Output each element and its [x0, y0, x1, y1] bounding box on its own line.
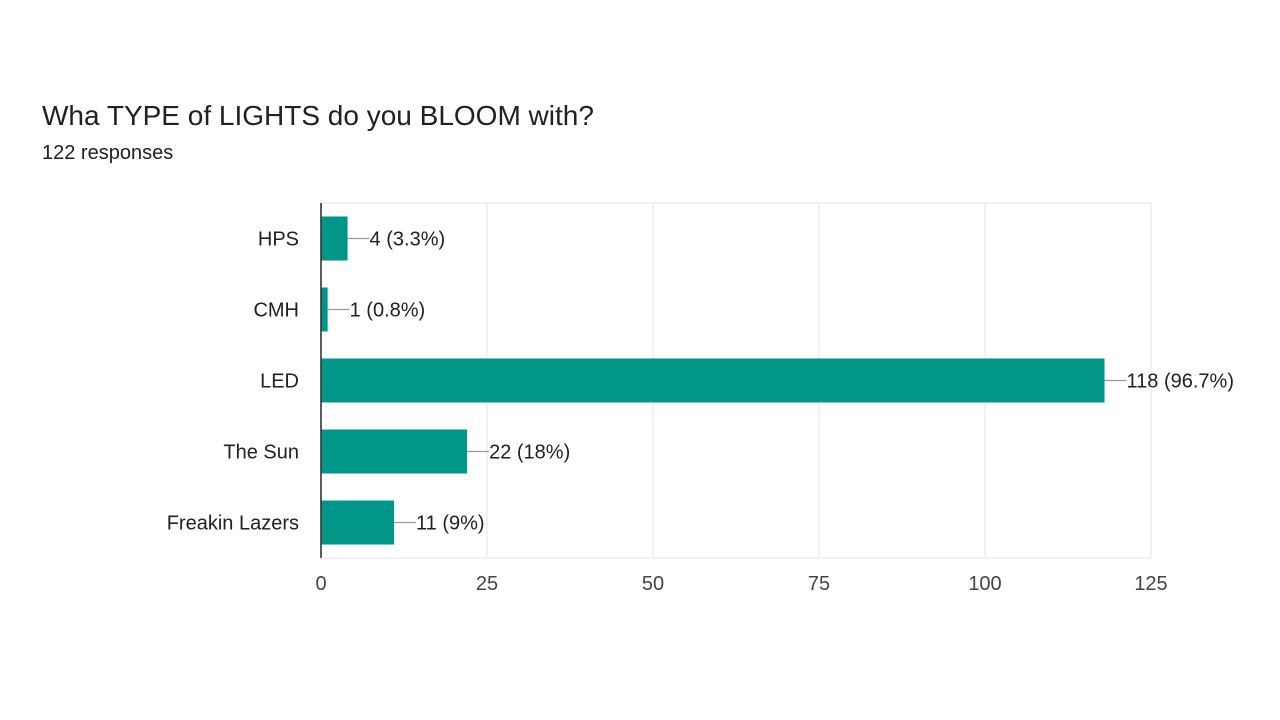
- x-tick-label: 75: [808, 573, 830, 595]
- bar-the-sun: [321, 429, 468, 474]
- x-tick-label: 50: [642, 573, 664, 595]
- category-label: LED: [260, 371, 299, 393]
- x-tick-label: 25: [476, 573, 498, 595]
- category-label: HPS: [258, 229, 299, 251]
- labels: 0 25 50 75 100 125 4 (3.3%) HPS 1 (0.8%) CMH 118 (…: [167, 229, 1234, 596]
- bars: [321, 216, 1105, 545]
- bar-value-label: 1 (0.8%): [350, 300, 426, 322]
- category-label: CMH: [253, 300, 299, 322]
- category-label: The Sun: [223, 442, 299, 464]
- bar-led: [321, 358, 1105, 403]
- x-tick-label: 0: [315, 573, 326, 595]
- chart-title: Wha TYPE of LIGHTS do you BLOOM with?: [42, 100, 594, 131]
- bar-freakin-lazers: [321, 500, 395, 545]
- bar-value-label: 118 (96.7%): [1127, 371, 1234, 393]
- x-tick-label: 125: [1134, 573, 1167, 595]
- bar-cmh: [321, 287, 328, 332]
- bar-value-label: 11 (9%): [416, 513, 485, 535]
- response-count: 122 responses: [42, 142, 174, 164]
- bar-value-label: 4 (3.3%): [370, 229, 446, 251]
- bar-value-label: 22 (18%): [489, 442, 570, 464]
- x-tick-label: 100: [968, 573, 1001, 595]
- bar-hps: [321, 216, 348, 261]
- category-label: Freakin Lazers: [167, 513, 299, 535]
